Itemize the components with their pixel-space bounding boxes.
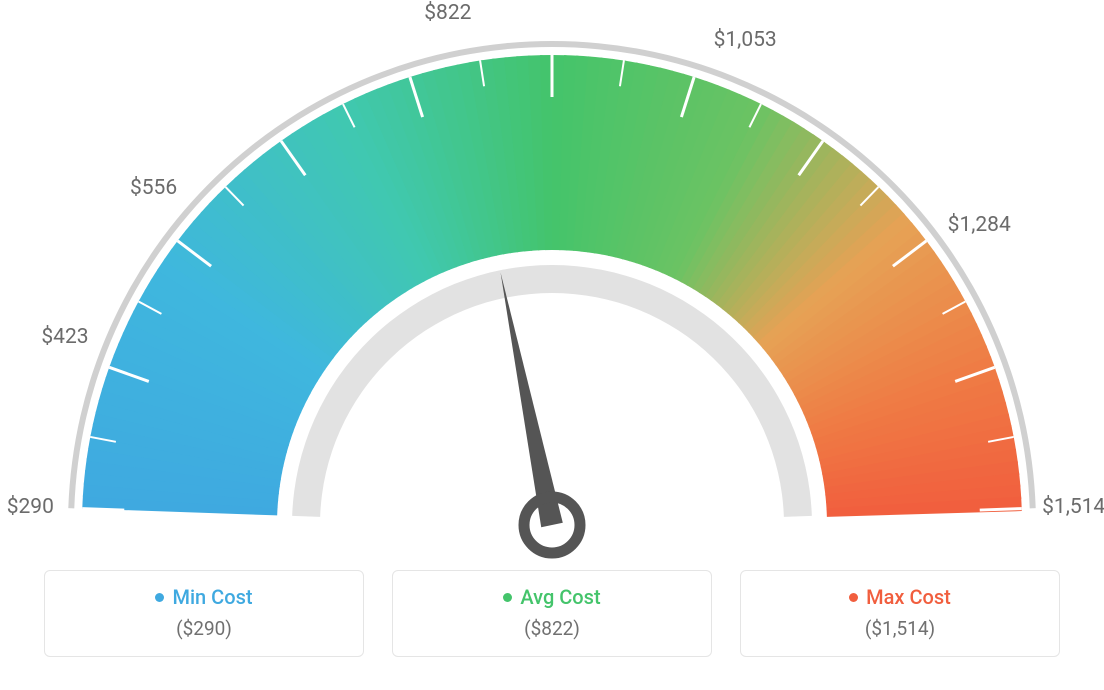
legend-row: Min Cost ($290) Avg Cost ($822) Max Cost… [0,570,1104,657]
legend-card-max: Max Cost ($1,514) [740,570,1060,657]
dot-icon [503,593,512,602]
legend-label-avg: Avg Cost [520,585,600,609]
legend-label-min: Min Cost [172,585,252,609]
gauge-svg [0,0,1104,560]
gauge-tick-label: $423 [41,325,88,349]
legend-value-min: ($290) [45,617,363,640]
gauge-tick-label: $822 [424,1,471,25]
legend-title-min: Min Cost [155,585,252,609]
gauge-chart: $290 $423 $556 $822 $1,053 $1,284 $1,514 [0,0,1104,560]
gauge-tick-label: $1,053 [714,28,777,52]
legend-value-max: ($1,514) [741,617,1059,640]
gauge-tick-label: $1,514 [1042,495,1104,519]
legend-card-avg: Avg Cost ($822) [392,570,712,657]
gauge-tick-label: $290 [7,495,54,519]
dot-icon [155,593,164,602]
dot-icon [849,593,858,602]
legend-card-min: Min Cost ($290) [44,570,364,657]
legend-title-max: Max Cost [849,585,951,609]
gauge-tick-label: $556 [130,176,177,200]
gauge-tick-label: $1,284 [948,213,1011,237]
legend-label-max: Max Cost [866,585,951,609]
legend-title-avg: Avg Cost [503,585,600,609]
legend-value-avg: ($822) [393,617,711,640]
